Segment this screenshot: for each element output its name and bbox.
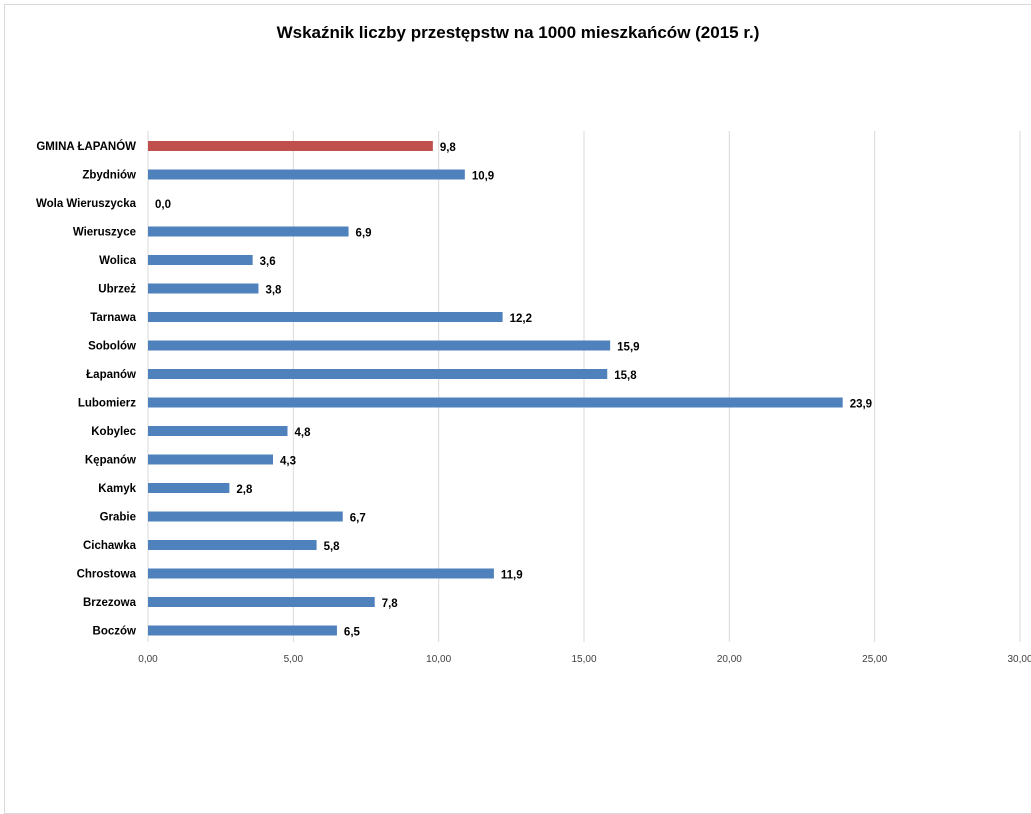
category-label: Kobylec: [91, 426, 136, 438]
data-label: 12,2: [510, 313, 532, 325]
category-label: Wieruszyce: [73, 227, 136, 239]
bar: [148, 141, 433, 151]
data-label: 10,9: [472, 171, 494, 183]
bar: [148, 397, 843, 408]
category-label: Grabie: [100, 512, 136, 524]
x-tick-label: 25,00: [862, 654, 887, 665]
category-label: Lubomierz: [78, 398, 136, 410]
category-label: Ubrzeż: [98, 284, 136, 296]
data-label: 7,8: [382, 598, 399, 610]
category-label: Kępanów: [85, 455, 136, 467]
bar: [148, 255, 253, 265]
bar: [148, 568, 494, 579]
data-label: 15,8: [614, 370, 637, 382]
category-labels: GMINA ŁAPANÓW Zbydniów Wola Wieruszycka Wie…: [36, 140, 137, 638]
category-label: Sobolów: [88, 341, 136, 353]
bar: [148, 597, 375, 607]
x-axis-ticks: 0,00 5,00 10,00 15,00 20,00 25,00 30,00: [138, 654, 1031, 665]
x-tick-label: 20,00: [717, 654, 742, 665]
bar: [148, 340, 611, 351]
bar: [148, 283, 259, 294]
data-label: 15,9: [617, 342, 639, 354]
data-label: 3,8: [265, 285, 282, 297]
data-label: 5,8: [324, 541, 341, 553]
category-label: Brzezowa: [83, 597, 137, 609]
value-labels: 9,8 10,9 0,0 6,9 3,6 3,8 12,2 15,9 15,8 23,9 4,8 4,…: [155, 142, 872, 639]
data-label: 6,9: [356, 228, 372, 240]
x-tick-label: 0,00: [138, 654, 158, 665]
data-label: 4,3: [280, 456, 296, 468]
x-tick-label: 30,00: [1007, 654, 1031, 665]
x-tick-label: 5,00: [284, 654, 304, 665]
category-label: Boczów: [93, 626, 137, 638]
data-label: 9,8: [440, 142, 457, 154]
bar: [148, 540, 317, 550]
category-label: Tarnawa: [90, 312, 136, 324]
category-label: Cichawka: [83, 540, 137, 552]
data-label: 6,5: [344, 627, 361, 639]
bar: [148, 511, 343, 522]
category-label: Wola Wieruszycka: [36, 198, 137, 210]
data-label: 2,8: [236, 484, 253, 496]
bar: [148, 369, 608, 379]
gridlines: [147, 131, 1021, 642]
x-tick-label: 10,00: [426, 654, 451, 665]
category-label: Kamyk: [98, 483, 136, 495]
bar: [148, 312, 503, 322]
category-label: GMINA ŁAPANÓW: [36, 140, 136, 153]
data-label: 11,9: [501, 570, 523, 582]
bar: [148, 169, 465, 180]
data-label: 0,0: [155, 199, 171, 211]
bar: [148, 426, 288, 436]
bar: [148, 454, 273, 465]
data-label: 23,9: [850, 399, 872, 411]
category-label: Zbydniów: [82, 170, 136, 182]
category-label: Wolica: [99, 255, 136, 267]
bar: [148, 226, 349, 237]
chart-title: Wskaźnik liczby przestępstw na 1000 mies…: [277, 23, 760, 42]
category-label: Łapanów: [86, 369, 136, 381]
category-label: Chrostowa: [77, 569, 137, 581]
bar: [148, 483, 230, 493]
data-label: 6,7: [350, 513, 366, 525]
data-label: 3,6: [260, 256, 276, 268]
data-label: 4,8: [295, 427, 312, 439]
bars: [148, 141, 843, 636]
bar: [148, 625, 337, 636]
x-tick-label: 15,00: [571, 654, 596, 665]
